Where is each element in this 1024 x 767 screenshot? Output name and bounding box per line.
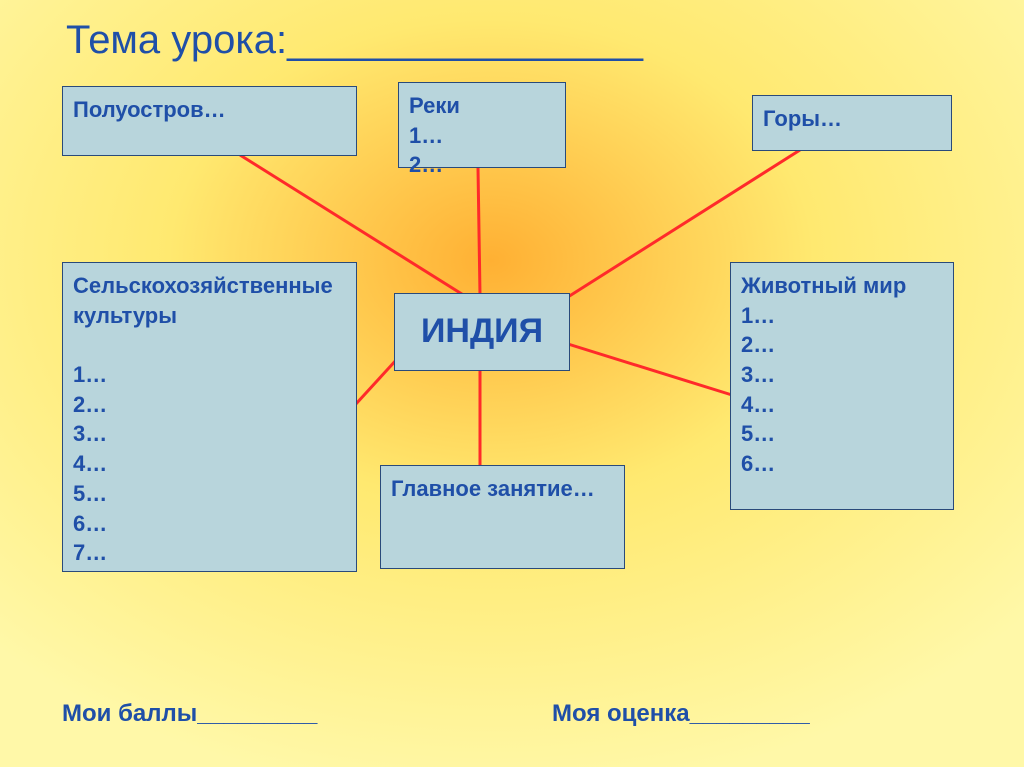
footer-my-grade: Моя оценка_________ [552,700,810,728]
connector-line [478,168,480,295]
node-text-line: 1… [409,121,555,151]
node-text-line: Сельскохозяйственные [73,271,346,301]
node-text-line: 5… [741,419,943,449]
node-text-line: 6… [73,509,346,539]
node-rivers: Реки1…2… [398,82,566,168]
node-text-line: 2… [741,330,943,360]
footer-my-points: Мои баллы_________ [62,700,317,728]
center-node-label: ИНДИЯ [421,309,543,355]
node-text-line: 3… [73,419,346,449]
node-text-line [73,330,346,360]
node-text-line: 1… [73,360,346,390]
slide: Тема урока:________________ ИНДИЯ Полуос… [0,0,1024,767]
node-text-line: 7… [73,538,346,568]
node-text-line: 4… [741,390,943,420]
node-text-line: 2… [73,390,346,420]
node-text-line: 5… [73,479,346,509]
node-text-line: 4… [73,449,346,479]
node-text-line: Полуостров… [73,95,346,125]
node-text-line: Реки [409,91,555,121]
node-text-line: Горы… [763,104,941,134]
node-agriculture: Сельскохозяйственныекультуры 1…2…3…4…5…6… [62,262,357,572]
node-peninsula: Полуостров… [62,86,357,156]
connector-line [568,344,732,395]
node-occupation: Главное занятие… [380,465,625,569]
node-text-line: 6… [741,449,943,479]
node-text-line: Главное занятие… [391,474,614,504]
node-text-line: Животный мир [741,271,943,301]
node-fauna: Животный мир1…2…3…4…5…6… [730,262,954,510]
node-text-line: 3… [741,360,943,390]
slide-title: Тема урока:________________ [66,18,643,63]
node-text-line: 2… [409,150,555,180]
center-node-india: ИНДИЯ [394,293,570,371]
node-text-line: культуры [73,301,346,331]
node-mountains: Горы… [752,95,952,151]
connector-line [355,358,398,405]
node-text-line: 1… [741,301,943,331]
